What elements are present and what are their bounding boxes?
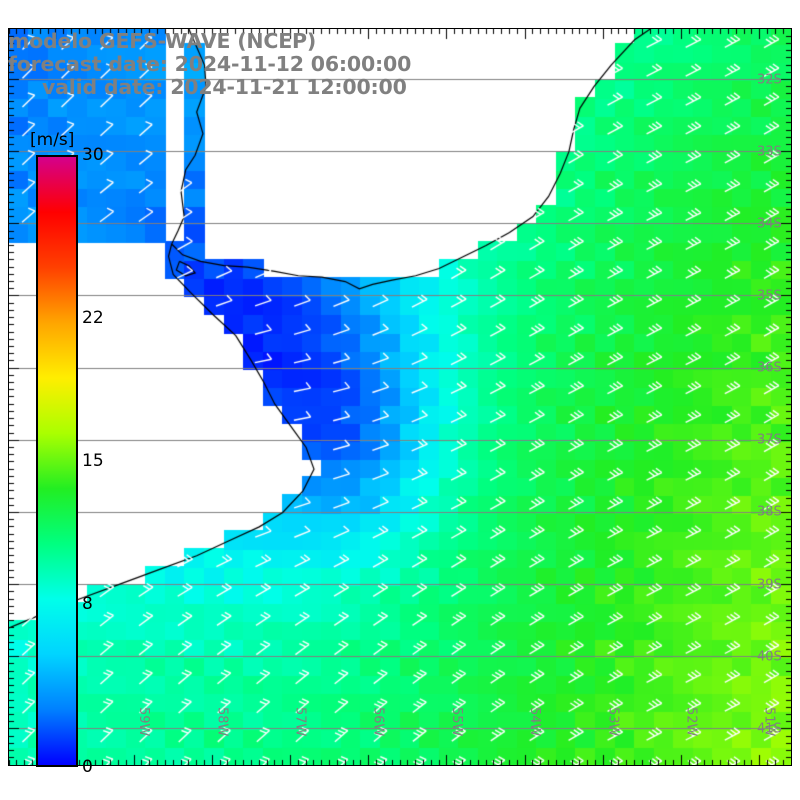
latitude-label-41S: 41S — [757, 721, 782, 737]
latitude-label-32S: 32S — [757, 72, 782, 87]
colorbar-units-label: [m/s] — [30, 130, 75, 150]
latitude-label-39S: 39S — [757, 577, 782, 593]
latitude-label-40S: 40S — [757, 649, 782, 665]
longitude-label-57W: 57W — [292, 707, 308, 737]
wind-field-canvas — [9, 29, 791, 765]
colorbar-tick-8: 8 — [82, 593, 93, 614]
longitude-label-55W: 55W — [448, 707, 464, 737]
longitude-label-53W: 53W — [605, 707, 621, 737]
latitude-label-37S: 37S — [757, 432, 782, 448]
longitude-label-51W: 51W — [761, 707, 777, 737]
longitude-label-56W: 56W — [370, 707, 386, 737]
colorbar-tick-22: 22 — [82, 308, 104, 329]
colorbar[interactable] — [36, 155, 78, 767]
colorbar-tick-0: 0 — [82, 757, 93, 777]
colorbar-gradient — [36, 155, 78, 767]
colorbar-tick-15: 15 — [82, 451, 104, 471]
longitude-label-59W: 59W — [136, 707, 152, 737]
latitude-label-38S: 38S — [757, 504, 782, 520]
longitude-label-52W: 52W — [683, 707, 699, 737]
longitude-label-54W: 54W — [527, 707, 543, 737]
longitude-label-58W: 58W — [214, 707, 230, 737]
latitude-label-36S: 36S — [757, 360, 782, 376]
latitude-label-35S: 35S — [757, 288, 782, 304]
map-frame[interactable] — [8, 28, 792, 766]
latitude-label-34S: 34S — [757, 216, 782, 232]
colorbar-tick-30: 30 — [82, 145, 104, 165]
latitude-label-33S: 33S — [757, 144, 782, 160]
